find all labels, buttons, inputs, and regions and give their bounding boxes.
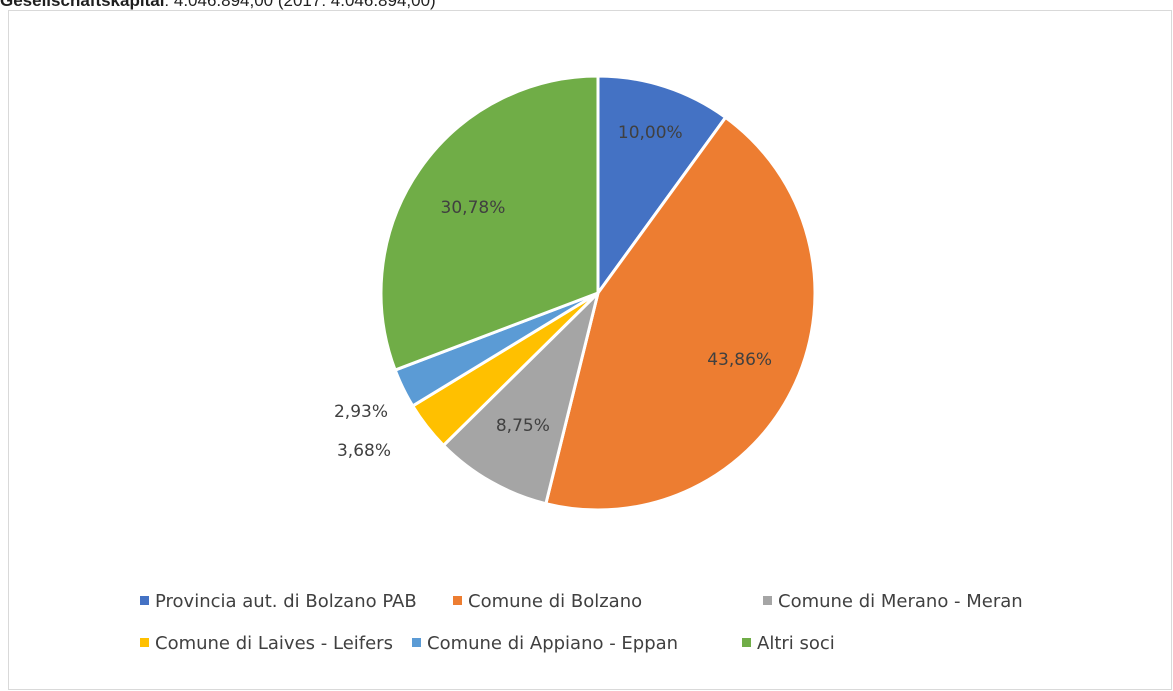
legend-swatch-icon <box>140 637 149 647</box>
data-label-6: 30,78% <box>441 198 506 218</box>
chart-area: 10,00% 43,86% 8,75% 3,68% 2,93% 30,78% Provin… <box>8 10 1172 690</box>
data-label-4: 3,68% <box>337 441 391 461</box>
pie-slice-2 <box>544 115 817 512</box>
pie-slice-6 <box>379 74 600 372</box>
legend-item-1: Provincia aut. di Bolzano PAB <box>140 591 417 613</box>
pie-slice-1 <box>596 74 728 295</box>
legend-swatch-icon <box>742 637 751 647</box>
legend-label: Comune di Merano - Meran <box>778 591 1023 612</box>
legend-swatch-icon <box>412 637 421 647</box>
legend-item-5: Comune di Appiano - Eppan <box>412 633 678 655</box>
legend-item-4: Comune di Laives - Leifers <box>140 633 393 655</box>
share-capital-label: Gesellschaftskapital <box>0 0 165 10</box>
legend-label: Comune di Appiano - Eppan <box>427 633 679 654</box>
legend-item-2: Comune di Bolzano <box>453 591 642 613</box>
data-label-5: 2,93% <box>334 402 388 422</box>
legend-label: Provincia aut. di Bolzano PAB <box>155 591 417 612</box>
legend-swatch-icon <box>763 595 772 605</box>
legend-label: Altri soci <box>757 633 835 654</box>
pie-slice-3 <box>442 291 600 506</box>
legend-item-3: Comune di Merano - Meran <box>763 591 1023 613</box>
data-label-2: 43,86% <box>707 350 772 370</box>
legend-swatch-icon <box>453 595 462 605</box>
legend-item-6: Altri soci <box>742 633 835 655</box>
pie-chart: 10,00% 43,86% 8,75% 3,68% 2,93% 30,78% <box>334 74 817 512</box>
legend-label: Comune di Bolzano <box>468 591 643 612</box>
data-label-1: 10,00% <box>618 123 683 143</box>
data-label-3: 8,75% <box>496 416 550 436</box>
share-capital-value: : 4.046.894,00 (2017: 4.046.894,00) <box>164 0 436 10</box>
share-capital-caption: Gesellschaftskapital: 4.046.894,00 (2017… <box>0 0 436 11</box>
legend-swatch-icon <box>140 595 149 605</box>
legend-label: Comune di Laives - Leifers <box>155 633 393 654</box>
